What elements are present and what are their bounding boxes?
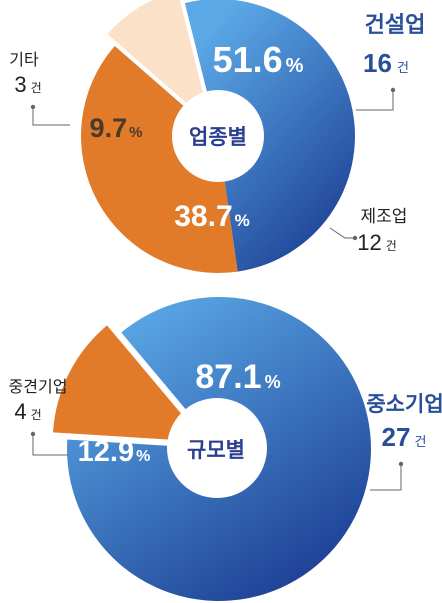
slice-category-label: 중소기업: [366, 393, 442, 416]
leader-line: [32, 107, 70, 126]
pie-center-label: 업종별: [189, 126, 247, 149]
slice-other: [107, 0, 211, 125]
pie-center-hole: [167, 398, 267, 498]
leader-line: [370, 464, 402, 491]
slice-value-label: 51.6%: [213, 39, 304, 80]
slice-count-label: 16 건: [363, 48, 409, 78]
leader-dot: [352, 235, 358, 241]
leader-line: [32, 434, 68, 456]
slice-value-label: 38.7%: [174, 200, 250, 233]
slice-category-label: 제조업: [361, 207, 408, 226]
slice-category-label: 건설업: [365, 12, 426, 37]
leader-dot: [30, 104, 36, 110]
slice-value-label: 9.7%: [90, 113, 143, 143]
leader-dot: [390, 87, 396, 93]
slice-value-label: 87.1%: [195, 358, 280, 396]
pie-center-hole: [172, 90, 264, 182]
slice-manufacturing: [81, 45, 238, 274]
leader-line: [329, 227, 355, 239]
pie-center-label: 규모별: [187, 439, 245, 462]
pie-chart-industry: 업종별 51.6% 38.7% 9.7% 건설업 16 건 제조업 12 건 기타 …: [9, 0, 426, 274]
slice-count-label: 12 건: [357, 230, 397, 255]
slice-category-label: 중견기업: [9, 378, 68, 396]
leader-dot: [30, 431, 36, 437]
slice-count-label: 27 건: [382, 422, 427, 452]
leader-line: [356, 90, 394, 111]
slice-construction: [184, 0, 355, 272]
slice-midsize: [53, 325, 205, 442]
leader-dot: [398, 461, 404, 467]
slice-value-label: 12.9%: [78, 436, 151, 468]
slice-category-label: 기타: [9, 51, 39, 69]
